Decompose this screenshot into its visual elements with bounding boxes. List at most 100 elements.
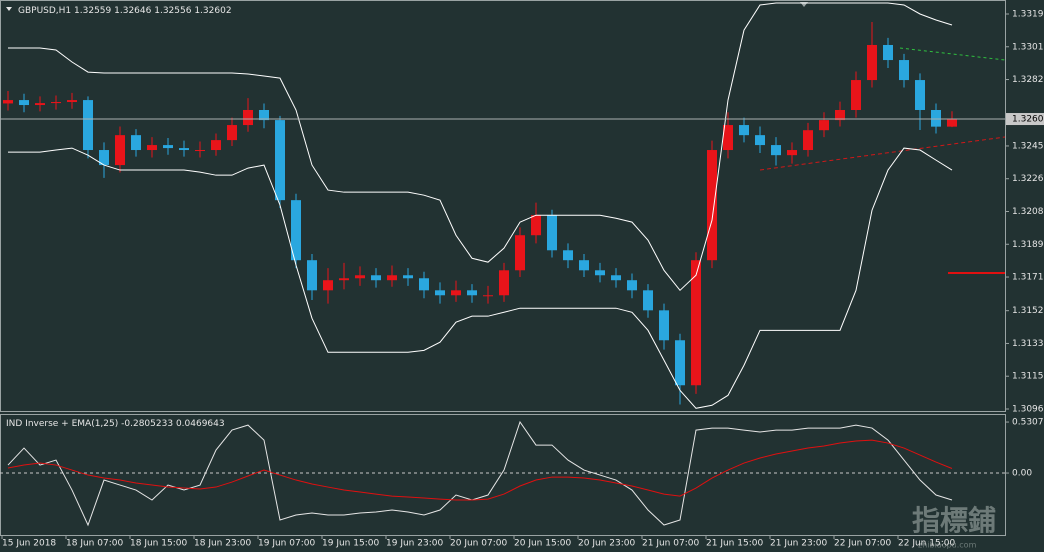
candle-body	[867, 44, 877, 81]
y-tick-label: 1.32825	[1012, 75, 1044, 85]
x-tick-label: 15 Jun 2018	[2, 539, 56, 549]
candle-body	[307, 260, 317, 291]
x-tick-label: 21 Jun 23:00	[770, 539, 827, 549]
candle-body	[19, 100, 29, 106]
candle-body	[195, 150, 205, 152]
y-tick-label: 1.31895	[1012, 240, 1044, 250]
indicator-title: IND Inverse + EMA(1,25)	[6, 419, 118, 429]
x-tick-label: 22 Jun 07:00	[834, 539, 891, 549]
candle-body	[563, 250, 573, 261]
candle-body	[147, 145, 157, 151]
candle-body	[275, 120, 285, 201]
candle-body	[739, 125, 749, 136]
candle-body	[771, 145, 781, 156]
candle-body	[355, 275, 365, 279]
candle-body	[67, 100, 77, 103]
y-tick-label: 1.31520	[1012, 306, 1044, 316]
y-tick-label: 1.32450	[1012, 141, 1044, 151]
y-tick-label: 1.31710	[1012, 273, 1044, 283]
candle-body	[691, 260, 701, 386]
candle-body	[803, 130, 813, 151]
x-tick-label: 18 Jun 15:00	[130, 539, 187, 549]
candle-body	[435, 290, 445, 296]
indicator-panel-frame	[0, 414, 1006, 536]
indicator-line	[7, 420, 953, 527]
candle-body	[291, 200, 301, 261]
candle-body	[227, 125, 237, 141]
x-tick-label: 20 Jun 23:00	[578, 539, 635, 549]
indicator-line	[7, 439, 953, 501]
candle-body	[83, 100, 93, 151]
candle-body	[883, 44, 893, 61]
candle-body	[403, 275, 413, 279]
y-tick-label: 1.30965	[1012, 404, 1044, 414]
candle-body	[451, 290, 461, 296]
x-tick-label: 18 Jun 23:00	[194, 539, 251, 549]
watermark: 指標鋪	[912, 504, 996, 537]
candle-body	[339, 278, 349, 281]
x-tick-label: 22 Jun 15:00	[898, 539, 955, 549]
candle-body	[835, 109, 845, 121]
candle-body	[515, 235, 525, 271]
menu-arrow[interactable]	[6, 7, 12, 11]
low-value: 1.32556	[154, 6, 191, 16]
current-price-label: 1.32602	[1012, 115, 1044, 125]
candle-body	[899, 60, 909, 81]
candle-body	[467, 290, 477, 296]
candle-body	[387, 275, 397, 281]
trend-line	[759, 136, 1006, 171]
indicator-value: -0.2805233	[121, 419, 173, 429]
y-tick-label: 1.31150	[1012, 372, 1044, 382]
candle-body	[707, 150, 717, 261]
candle-body	[99, 150, 109, 166]
candle-body	[419, 278, 429, 291]
candle-body	[483, 295, 493, 297]
price-panel-frame	[0, 0, 1006, 412]
x-tick-label: 20 Jun 07:00	[450, 539, 507, 549]
x-tick-label: 21 Jun 15:00	[706, 539, 763, 549]
candle-body	[259, 109, 269, 121]
candle-body	[131, 135, 141, 151]
indicator-value: 0.0469643	[176, 419, 225, 429]
x-tick-label: 21 Jun 07:00	[642, 539, 699, 549]
y-tick-label: 1.31335	[1012, 339, 1044, 349]
watermark-url: zhibiaopu.com	[918, 541, 977, 550]
y-tick-label: 1.33010	[1012, 42, 1044, 52]
candle-body	[723, 125, 733, 151]
x-tick-label: 19 Jun 07:00	[258, 539, 315, 549]
high-value: 1.32646	[114, 6, 151, 16]
candle-body	[579, 260, 589, 271]
candle-body	[3, 100, 13, 104]
y-tick-label: 1.33195	[1012, 9, 1044, 19]
candle-body	[947, 119, 957, 127]
chart-header: GBPUSD,H1 1.32559 1.32646 1.32556 1.3260…	[18, 6, 232, 16]
symbol: GBPUSD,H1	[18, 6, 71, 16]
candle-body	[115, 135, 125, 166]
candle-body	[211, 140, 221, 151]
y-tick-label: 0.53071	[1012, 418, 1044, 428]
candle-body	[35, 103, 45, 106]
candle-body	[915, 80, 925, 110]
y-tick-label: 0.00	[1012, 469, 1032, 479]
candle-body	[755, 135, 765, 146]
candle-body	[499, 270, 509, 296]
x-tick-label: 20 Jun 15:00	[514, 539, 571, 549]
candle-body	[243, 109, 253, 126]
candle-body	[611, 275, 621, 281]
y-tick-label: 1.32265	[1012, 174, 1044, 184]
y-tick-label: 1.32080	[1012, 207, 1044, 217]
candle-body	[51, 102, 61, 104]
candle-body	[659, 310, 669, 341]
candle-body	[627, 280, 637, 291]
indicator-header: IND Inverse + EMA(1,25) -0.2805233 0.046…	[6, 419, 225, 429]
candle-body	[643, 290, 653, 311]
band-line	[8, 2, 953, 292]
candle-body	[819, 120, 829, 131]
current-price-box	[1006, 113, 1044, 126]
candle-body	[179, 148, 189, 151]
x-tick-label: 19 Jun 23:00	[386, 539, 443, 549]
x-tick-label: 19 Jun 15:00	[322, 539, 379, 549]
